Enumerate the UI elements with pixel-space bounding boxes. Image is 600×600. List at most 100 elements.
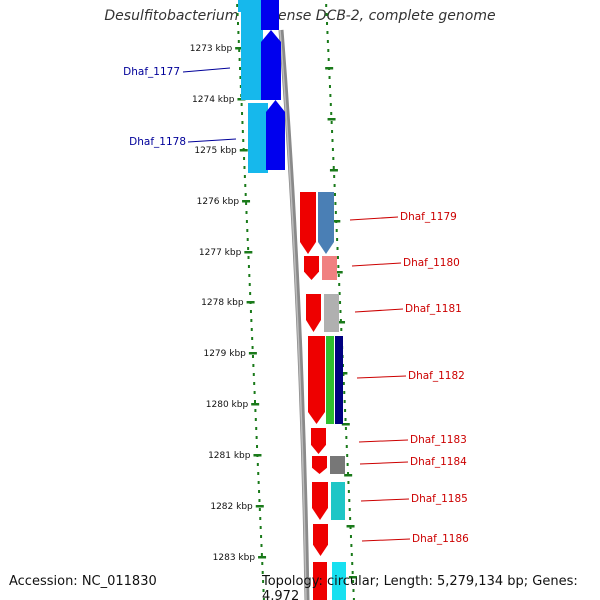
rail-dot bbox=[329, 94, 332, 97]
tick-mark bbox=[251, 403, 260, 406]
rail-dot bbox=[333, 184, 336, 187]
rail-dot bbox=[350, 544, 353, 547]
rail-dot bbox=[247, 247, 250, 250]
rail-dot bbox=[348, 508, 351, 511]
rail-dot bbox=[332, 157, 335, 160]
rail-dot bbox=[349, 517, 352, 520]
gene-dhaf-1183-arrow[interactable] bbox=[311, 428, 326, 454]
rail-dot bbox=[352, 580, 355, 583]
rail-dot bbox=[338, 292, 341, 295]
rail-dot bbox=[351, 562, 354, 565]
rail-dot bbox=[238, 49, 241, 52]
rail-dot bbox=[334, 193, 337, 196]
gene-dhaf-1180-arrow[interactable] bbox=[304, 256, 319, 280]
rail-dot bbox=[258, 499, 261, 502]
gene-dhaf-1186-arrow[interactable] bbox=[313, 524, 328, 556]
tick-label: 1279 kbp bbox=[203, 349, 246, 359]
tick-label: 1276 kbp bbox=[197, 197, 240, 207]
gene-label-dhaf-1186[interactable]: Dhaf_1186 bbox=[412, 533, 469, 545]
gene-dhaf-1184-arrow[interactable] bbox=[312, 456, 327, 474]
rail-dot bbox=[262, 598, 265, 600]
rail-dot bbox=[236, 4, 239, 7]
gene-segment[interactable] bbox=[332, 562, 346, 600]
rail-dot bbox=[246, 229, 249, 232]
gene-segment[interactable] bbox=[313, 562, 327, 600]
tick-mark bbox=[332, 220, 341, 223]
gene-label-dhaf-1185[interactable]: Dhaf_1185 bbox=[411, 493, 468, 505]
gene-label-dhaf-1180[interactable]: Dhaf_1180 bbox=[403, 257, 460, 269]
gene-labels: Dhaf_1177 Dhaf_1178 Dhaf_1179 Dhaf_1180 Dhaf… bbox=[123, 66, 469, 545]
gene-label-dhaf-1184[interactable]: Dhaf_1184 bbox=[410, 456, 467, 468]
rail-dot bbox=[326, 22, 329, 25]
rail-dot bbox=[332, 166, 335, 169]
rail-dot bbox=[345, 445, 348, 448]
rail-dot bbox=[255, 427, 258, 430]
tick-mark bbox=[248, 352, 257, 355]
rail-dot bbox=[244, 184, 247, 187]
rail-dot bbox=[339, 310, 342, 313]
gene-dhaf-1182-arrow[interactable] bbox=[308, 336, 325, 424]
rail-dot bbox=[347, 481, 350, 484]
rail-dot bbox=[236, 13, 239, 16]
gene-dhaf-1182-domain-b[interactable] bbox=[335, 336, 343, 424]
tick-mark bbox=[327, 118, 336, 121]
gene-label-leader bbox=[187, 138, 237, 143]
rail-dot bbox=[256, 463, 259, 466]
page-title: Desulfitobacterium hafniense DCB-2, comp… bbox=[104, 8, 496, 24]
gene-label-leader bbox=[354, 308, 404, 313]
rail-dot bbox=[330, 121, 333, 124]
rail-dot bbox=[343, 391, 346, 394]
rail-dot bbox=[349, 535, 352, 538]
rail-dot bbox=[326, 31, 329, 34]
gene-label-dhaf-1178[interactable]: Dhaf_1178 bbox=[129, 136, 186, 148]
rail-dot bbox=[245, 202, 248, 205]
rail-dot bbox=[252, 373, 255, 376]
gene-dhaf-1180-domain[interactable] bbox=[322, 256, 337, 280]
gene-label-dhaf-1177[interactable]: Dhaf_1177 bbox=[123, 66, 180, 78]
gene-label-leader bbox=[356, 375, 407, 379]
gene-dhaf-1184-domain[interactable] bbox=[330, 456, 345, 474]
gene-segment[interactable] bbox=[238, 0, 242, 12]
tick-mark bbox=[235, 47, 244, 50]
rail-dot bbox=[241, 121, 244, 124]
rail-dot bbox=[343, 400, 346, 403]
tick-mark bbox=[255, 505, 264, 508]
gene-dhaf-1181-domain[interactable] bbox=[324, 294, 339, 332]
gene-dhaf-1177-cds[interactable] bbox=[241, 0, 263, 100]
gene-dhaf-1185-domain[interactable] bbox=[331, 482, 345, 520]
rail-dot bbox=[339, 301, 342, 304]
tick-mark bbox=[246, 301, 255, 304]
tick-mark bbox=[325, 67, 334, 70]
rail-dot bbox=[254, 400, 256, 403]
rail-dot bbox=[253, 382, 256, 385]
rail-dot bbox=[249, 310, 252, 313]
rail-dot bbox=[327, 58, 330, 61]
gene-dhaf-1185-arrow[interactable] bbox=[312, 482, 328, 520]
gene-dhaf-1179-arrow[interactable] bbox=[300, 192, 316, 254]
gene-label-dhaf-1181[interactable]: Dhaf_1181 bbox=[405, 303, 462, 315]
rail-dot bbox=[251, 355, 254, 358]
tick-mark bbox=[244, 251, 253, 254]
gene-dhaf-1181-arrow[interactable] bbox=[306, 294, 321, 332]
rail-dot bbox=[248, 274, 251, 277]
tick-mark bbox=[253, 454, 262, 457]
gene-segment[interactable] bbox=[261, 0, 279, 30]
gene-label-dhaf-1183[interactable]: Dhaf_1183 bbox=[410, 434, 467, 446]
gene-label-dhaf-1179[interactable]: Dhaf_1179 bbox=[400, 211, 457, 223]
rail-dot bbox=[237, 31, 240, 34]
gene-label-dhaf-1182[interactable]: Dhaf_1182 bbox=[408, 370, 465, 382]
rail-dot bbox=[243, 166, 246, 169]
gene-dhaf-1179-domain[interactable] bbox=[318, 192, 334, 254]
rail-dot bbox=[350, 553, 353, 556]
rail-dot bbox=[352, 589, 355, 592]
gene-dhaf-1177-arrow[interactable] bbox=[261, 30, 281, 100]
rail-dot bbox=[252, 364, 255, 367]
gene-dhaf-1182-domain-a[interactable] bbox=[326, 336, 334, 424]
rail-dot bbox=[250, 319, 253, 322]
rail-dot bbox=[256, 445, 259, 448]
rail-dot bbox=[352, 598, 355, 600]
rail-dot bbox=[348, 499, 351, 502]
rail-dot bbox=[344, 427, 347, 430]
gene-dhaf-1178-arrow[interactable] bbox=[266, 100, 285, 170]
gene-dhaf-1178-cds[interactable] bbox=[248, 103, 268, 173]
